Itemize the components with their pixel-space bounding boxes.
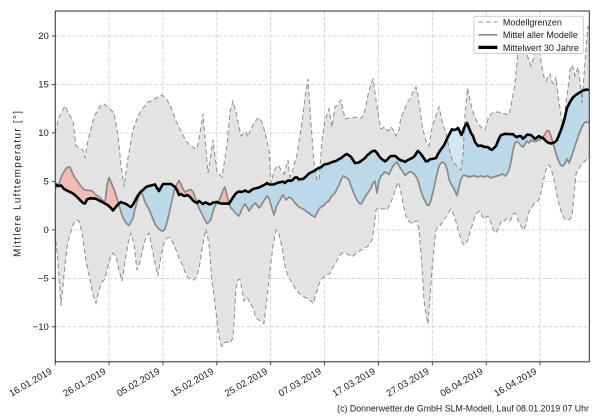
svg-text:20: 20 xyxy=(38,31,49,42)
svg-text:Mittel aller Modelle: Mittel aller Modelle xyxy=(503,30,578,40)
svg-text:−10: −10 xyxy=(33,322,49,333)
svg-text:−5: −5 xyxy=(38,274,49,285)
svg-text:(c) Donnerwetter.de GmbH SLM-M: (c) Donnerwetter.de GmbH SLM-Modell, Lau… xyxy=(337,404,589,414)
svg-text:Mittelwert 30 Jahre: Mittelwert 30 Jahre xyxy=(503,43,579,53)
svg-text:0: 0 xyxy=(44,225,49,236)
svg-text:10: 10 xyxy=(38,128,49,139)
svg-text:5: 5 xyxy=(44,177,49,188)
svg-text:Mittlere Lufttemperatur [°]: Mittlere Lufttemperatur [°] xyxy=(13,111,24,257)
svg-text:Modellgrenzen: Modellgrenzen xyxy=(503,17,562,27)
svg-text:15: 15 xyxy=(38,80,49,91)
